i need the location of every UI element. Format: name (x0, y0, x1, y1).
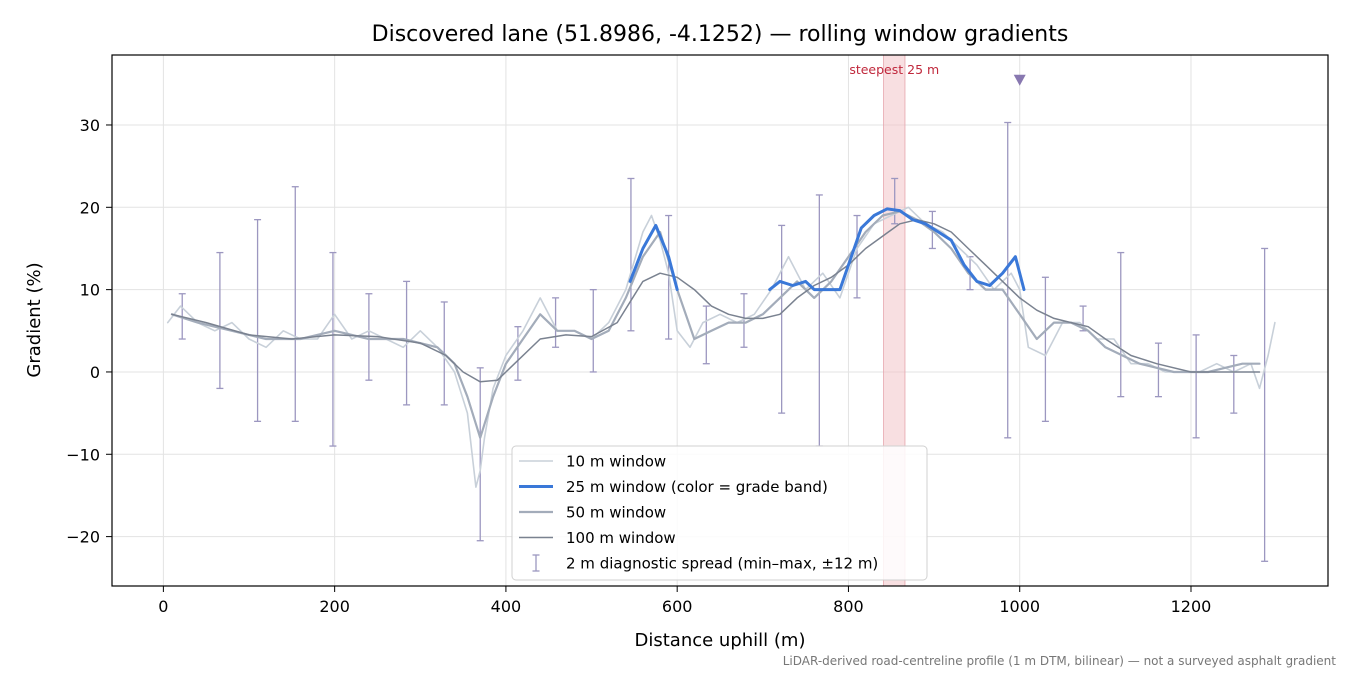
x-tick-label: 400 (491, 597, 522, 616)
y-axis-label: Gradient (%) (24, 262, 45, 377)
x-axis-label: Distance uphill (m) (635, 630, 806, 651)
x-tick-label: 0 (158, 597, 168, 616)
y-tick-label: 20 (80, 198, 100, 217)
y-tick-label: 30 (80, 116, 100, 135)
legend-label: 50 m window (566, 504, 666, 522)
x-tick-label: 800 (833, 597, 864, 616)
legend-label: 25 m window (color = grade band) (566, 478, 828, 496)
steepest-label: steepest 25 m (849, 62, 939, 77)
x-tick-label: 600 (662, 597, 693, 616)
x-tick-label: 1200 (1171, 597, 1212, 616)
y-tick-label: −10 (66, 445, 100, 464)
y-tick-label: 0 (90, 363, 100, 382)
legend-label: 100 m window (566, 529, 676, 547)
legend-label: 10 m window (566, 453, 666, 471)
series-line-1 (628, 207, 1026, 292)
x-tick-label: 200 (319, 597, 350, 616)
chart-title: Discovered lane (51.8986, -4.1252) — rol… (372, 22, 1069, 47)
y-tick-label: −20 (66, 528, 100, 547)
legend-label: 2 m diagnostic spread (min–max, ±12 m) (566, 555, 878, 573)
plot-frame (111, 54, 1329, 587)
series-line-3 (171, 218, 1261, 383)
series-line-0 (166, 206, 1276, 488)
x-tick-label: 1000 (999, 597, 1040, 616)
series-line-2 (170, 210, 1261, 439)
legend-box (511, 445, 928, 581)
peak-marker (1013, 74, 1026, 86)
y-tick-label: 10 (80, 281, 100, 300)
footnote: LiDAR-derived road-centreline profile (1… (783, 654, 1337, 668)
